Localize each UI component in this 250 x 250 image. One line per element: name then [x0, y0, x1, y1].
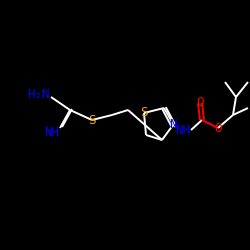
Text: O: O — [214, 122, 222, 134]
Text: NH: NH — [44, 126, 60, 138]
Text: H₂N: H₂N — [27, 88, 49, 102]
Text: O: O — [196, 96, 204, 110]
Text: S: S — [88, 114, 96, 126]
Text: S: S — [140, 106, 148, 120]
Text: NH: NH — [176, 124, 190, 136]
Text: N: N — [169, 118, 177, 132]
